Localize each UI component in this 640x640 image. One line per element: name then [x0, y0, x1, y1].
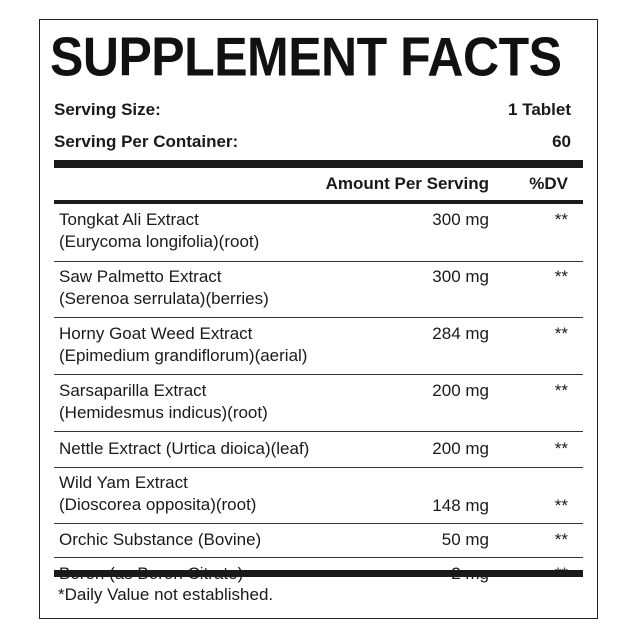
daily-value-footnote: *Daily Value not established.	[58, 585, 274, 604]
ingredient-dv: **	[554, 210, 568, 229]
row-divider	[54, 317, 583, 318]
ingredient-amount: 200 mg	[432, 439, 489, 458]
column-header-divider	[54, 200, 583, 204]
serving-size-label: Serving Size:	[54, 100, 161, 119]
ingredient-row: Sarsaparilla Extract (Hemidesmus indicus…	[54, 380, 583, 426]
ingredient-dv: **	[554, 496, 568, 515]
ingredient-amount: 300 mg	[432, 267, 489, 286]
ingredient-common-name: Sarsaparilla Extract	[59, 381, 207, 400]
serving-size-value: 1 Tablet	[508, 100, 571, 119]
servings-per-container-row: Serving Per Container: 60	[54, 130, 583, 154]
ingredient-common-name: Orchic Substance (Bovine)	[59, 530, 262, 549]
ingredient-row: Saw Palmetto Extract (Serenoa serrulata)…	[54, 266, 583, 312]
row-divider	[54, 467, 583, 468]
ingredient-row: Wild Yam Extract (Dioscorea opposita)(ro…	[54, 472, 583, 518]
ingredient-amount: 50 mg	[441, 530, 489, 549]
ingredient-botanical-name: (Epimedium grandiflorum)(aerial)	[59, 346, 308, 365]
ingredient-name: Wild Yam Extract (Dioscorea opposita)(ro…	[59, 472, 389, 516]
daily-value-header: %DV	[529, 174, 568, 193]
ingredient-botanical-name: (Hemidesmus indicus)(root)	[59, 403, 268, 422]
row-divider	[54, 261, 583, 262]
ingredient-amount: 148 mg	[432, 496, 489, 515]
ingredient-amount: 200 mg	[432, 381, 489, 400]
row-divider	[54, 374, 583, 375]
ingredient-dv: **	[554, 439, 568, 458]
serving-size-row: Serving Size: 1 Tablet	[54, 98, 583, 122]
ingredient-common-name: Nettle Extract (Urtica dioica)(leaf)	[59, 439, 310, 458]
amount-per-serving-header: Amount Per Serving	[325, 174, 489, 193]
footer-divider-thick	[54, 570, 583, 577]
panel-title: SUPPLEMENT FACTS	[50, 26, 562, 88]
servings-per-container-label: Serving Per Container:	[54, 132, 239, 151]
ingredient-dv: **	[554, 267, 568, 286]
ingredient-dv: **	[554, 381, 568, 400]
ingredient-botanical-name: (Eurycoma longifolia)(root)	[59, 232, 260, 251]
ingredient-dv: **	[554, 530, 568, 549]
ingredient-dv: **	[554, 324, 568, 343]
ingredient-amount: 300 mg	[432, 210, 489, 229]
ingredient-botanical-name: (Dioscorea opposita)(root)	[59, 495, 257, 514]
supplement-facts-panel: SUPPLEMENT FACTS Serving Size: 1 Tablet …	[39, 19, 598, 619]
ingredient-common-name: Horny Goat Weed Extract	[59, 324, 253, 343]
ingredient-common-name: Wild Yam Extract	[59, 473, 188, 492]
ingredient-name: Orchic Substance (Bovine)	[59, 529, 389, 551]
panel-content: SUPPLEMENT FACTS Serving Size: 1 Tablet …	[50, 20, 583, 618]
ingredient-name: Horny Goat Weed Extract (Epimedium grand…	[59, 323, 389, 367]
ingredient-row: Tongkat Ali Extract (Eurycoma longifolia…	[54, 209, 583, 255]
ingredient-common-name: Saw Palmetto Extract	[59, 267, 222, 286]
row-divider	[54, 523, 583, 524]
ingredient-name: Tongkat Ali Extract (Eurycoma longifolia…	[59, 209, 389, 253]
ingredient-common-name: Tongkat Ali Extract	[59, 210, 199, 229]
row-divider	[54, 431, 583, 432]
ingredient-row: Horny Goat Weed Extract (Epimedium grand…	[54, 323, 583, 369]
ingredient-row: Nettle Extract (Urtica dioica)(leaf) 200…	[54, 438, 583, 462]
row-divider	[54, 557, 583, 558]
ingredient-name: Saw Palmetto Extract (Serenoa serrulata)…	[59, 266, 389, 310]
ingredient-name: Sarsaparilla Extract (Hemidesmus indicus…	[59, 380, 389, 424]
servings-per-container-value: 60	[552, 132, 571, 151]
ingredient-botanical-name: (Serenoa serrulata)(berries)	[59, 289, 269, 308]
ingredient-name: Nettle Extract (Urtica dioica)(leaf)	[59, 438, 389, 460]
ingredient-row: Orchic Substance (Bovine) 50 mg **	[54, 529, 583, 553]
header-divider-thick	[54, 160, 583, 168]
ingredient-amount: 284 mg	[432, 324, 489, 343]
